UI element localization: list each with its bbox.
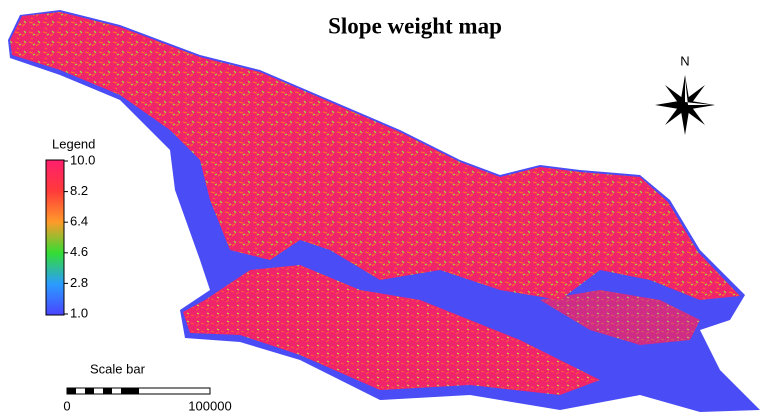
legend-label: 1.0 xyxy=(70,305,88,320)
north-arrow: N xyxy=(655,53,715,135)
legend-label: 4.6 xyxy=(70,244,88,259)
legend-title: Legend xyxy=(52,136,95,151)
scale-bar-label: 100000 xyxy=(188,398,231,413)
scale-bar-title: Scale bar xyxy=(90,361,146,376)
legend-label: 6.4 xyxy=(70,214,88,229)
terrain xyxy=(8,10,760,412)
scale-bar-label: 0 xyxy=(63,398,70,413)
map: Slope weight map N Legend 10.0 8.2 6.4 4.6 2… xyxy=(0,0,770,416)
legend-label: 2.8 xyxy=(70,275,88,290)
map-title: Slope weight map xyxy=(328,13,502,38)
north-label: N xyxy=(680,53,689,68)
legend-label: 10.0 xyxy=(70,152,95,167)
page: Slope weight map N Legend 10.0 8.2 6.4 4.6 2… xyxy=(0,0,770,416)
scale-bar: Scale bar 0 100000 xyxy=(63,361,231,413)
legend-label: 8.2 xyxy=(70,183,88,198)
legend: Legend 10.0 8.2 6.4 4.6 2.8 1.0 xyxy=(46,136,95,320)
